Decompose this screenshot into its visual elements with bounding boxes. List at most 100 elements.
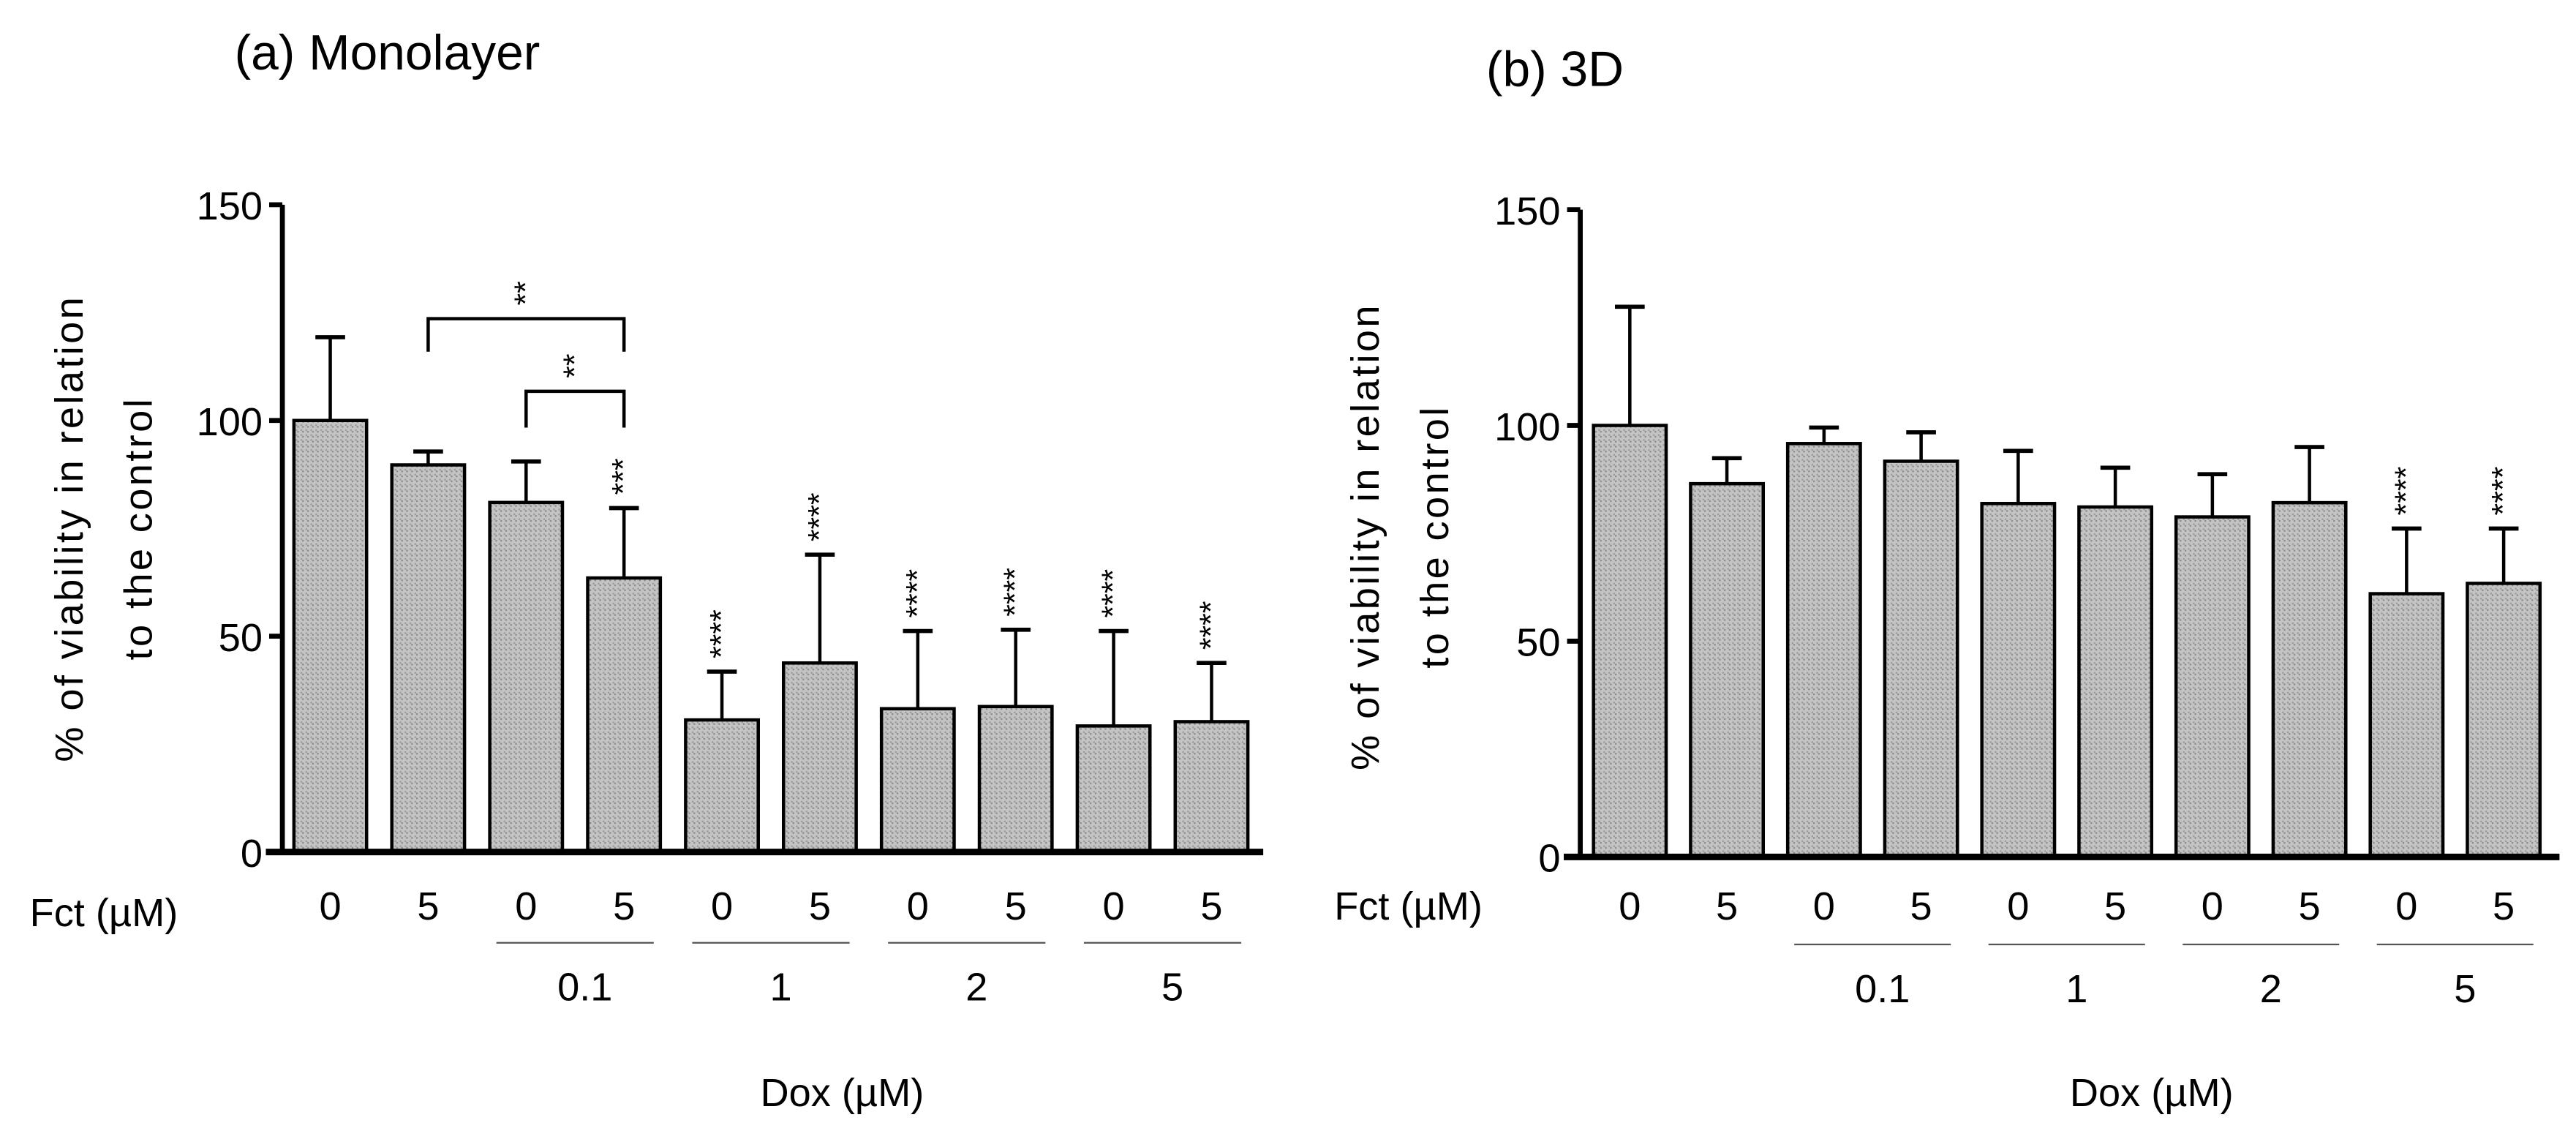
bar: [2077, 465, 2154, 859]
fct-tick-label: 5: [1005, 884, 1027, 928]
fct-tick-label: 0: [515, 884, 537, 928]
y-tick-label: 150: [197, 184, 263, 228]
bar: ****: [782, 492, 858, 854]
bar-rect: [782, 661, 858, 854]
bar: [1980, 448, 2057, 859]
y-tick-label: 50: [1516, 621, 1560, 665]
bar-rect: [879, 707, 956, 854]
dox-group-label: 2: [965, 966, 987, 1010]
significance-label: ****: [1096, 568, 1131, 617]
fct-tick-label: 5: [2104, 884, 2126, 928]
fct-tick-label: 0: [2202, 884, 2223, 928]
y-tick-label: 0: [241, 832, 263, 876]
panel-a-ylabel: % of viability in relation to the contro…: [48, 295, 161, 762]
bar-rect: [390, 463, 467, 854]
significance-label: ****: [998, 568, 1033, 617]
fct-tick-label: 0: [2395, 884, 2417, 928]
significance-label: ****: [1194, 601, 1229, 650]
bar: ****: [684, 609, 760, 854]
fct-tick-label: 0: [319, 884, 341, 928]
dox-group-label: 5: [2454, 967, 2476, 1011]
bar-rect: [684, 718, 760, 854]
dox-group-label: 2: [2260, 967, 2282, 1011]
fct-tick-label: 5: [2493, 884, 2515, 928]
bar-rect: [1980, 502, 2057, 859]
bar: ***: [586, 458, 663, 854]
dox-group-label: 0.1: [1855, 967, 1910, 1011]
panel-b-3d: (b) 3D % of viability in relation to the…: [1334, 42, 2560, 1115]
svg-text:% of viability in relation: % of viability in relation: [48, 295, 91, 762]
significance-bracket: [524, 389, 626, 428]
bar: [390, 449, 467, 854]
significance-label: ****: [2486, 466, 2521, 515]
dox-group-label: 0.1: [557, 966, 612, 1010]
significance-label: ****: [802, 492, 837, 541]
fct-tick-label: 5: [1910, 884, 1932, 928]
significance-label: ****: [704, 609, 739, 658]
y-tick-label: 100: [197, 400, 263, 444]
bar: ****: [977, 568, 1054, 854]
significance-label: ****: [900, 568, 935, 617]
fct-tick-label: 5: [2299, 884, 2321, 928]
fct-tick-label: 0: [1619, 884, 1641, 928]
bar-rect: [488, 500, 565, 854]
significance-label: ***: [606, 458, 641, 495]
bracket-label: **: [557, 353, 592, 378]
fct-tick-label: 0: [2007, 884, 2029, 928]
bar-rect: [586, 576, 663, 854]
bar: ****: [1173, 601, 1250, 854]
y-tick-label: 100: [1494, 405, 1560, 449]
bar: ****: [1075, 568, 1152, 854]
bar: ****: [2466, 466, 2542, 859]
y-tick-label: 0: [1538, 837, 1560, 881]
bar-rect: [1075, 724, 1152, 854]
fct-tick-label: 5: [417, 884, 439, 928]
bar: [1883, 430, 1959, 859]
fct-tick-label: 0: [907, 884, 929, 928]
bar: ****: [879, 568, 956, 854]
panel-b-ylabel: % of viability in relation to the contro…: [1344, 303, 1457, 770]
significance-label: ****: [2389, 466, 2424, 515]
bar: [1689, 456, 1766, 859]
bar-rect: [2466, 582, 2542, 859]
dox-group-label: 1: [2065, 967, 2087, 1011]
panel-a-monolayer: (a) Monolayer % of viability in relation…: [30, 26, 1264, 1115]
significance-bracket: [426, 317, 626, 352]
y-tick-label: 150: [1494, 189, 1560, 233]
panel-b-xlabel: Dox (µM): [2070, 1071, 2234, 1115]
bar: [1785, 425, 1862, 859]
bar-rect: [1173, 720, 1250, 854]
bracket-label: **: [508, 281, 543, 306]
bar: [488, 459, 565, 854]
fct-tick-label: 5: [1200, 884, 1222, 928]
panel-a-xlabel: Dox (µM): [761, 1071, 924, 1115]
fct-tick-label: 0: [711, 884, 733, 928]
bar: [292, 335, 369, 854]
dox-group-label: 5: [1161, 966, 1183, 1010]
y-tick-label: 50: [219, 616, 263, 660]
bar-rect: [977, 704, 1054, 854]
panel-b-fct-label: Fct (µM): [1334, 884, 1483, 928]
panel-a-title: (a) Monolayer: [235, 26, 541, 80]
bar: [1592, 304, 1668, 859]
bar-rect: [1785, 442, 1862, 859]
panel-b-title: (b) 3D: [1486, 42, 1624, 97]
fct-tick-label: 5: [809, 884, 831, 928]
fct-tick-label: 5: [613, 884, 635, 928]
dox-group-label: 1: [769, 966, 791, 1010]
bar-rect: [1689, 481, 1766, 859]
panel-a-fct-label: Fct (µM): [30, 891, 178, 935]
bar-rect: [2271, 500, 2348, 859]
svg-text:% of viability in relation: % of viability in relation: [1344, 303, 1387, 770]
bar-rect: [2077, 505, 2154, 859]
svg-text:to the control: to the control: [117, 397, 161, 660]
svg-text:to the control: to the control: [1413, 405, 1457, 668]
bar-rect: [292, 418, 369, 854]
fct-tick-label: 0: [1813, 884, 1835, 928]
bar-rect: [1592, 424, 1668, 859]
bar: [2271, 445, 2348, 859]
bar: ****: [2368, 466, 2445, 859]
